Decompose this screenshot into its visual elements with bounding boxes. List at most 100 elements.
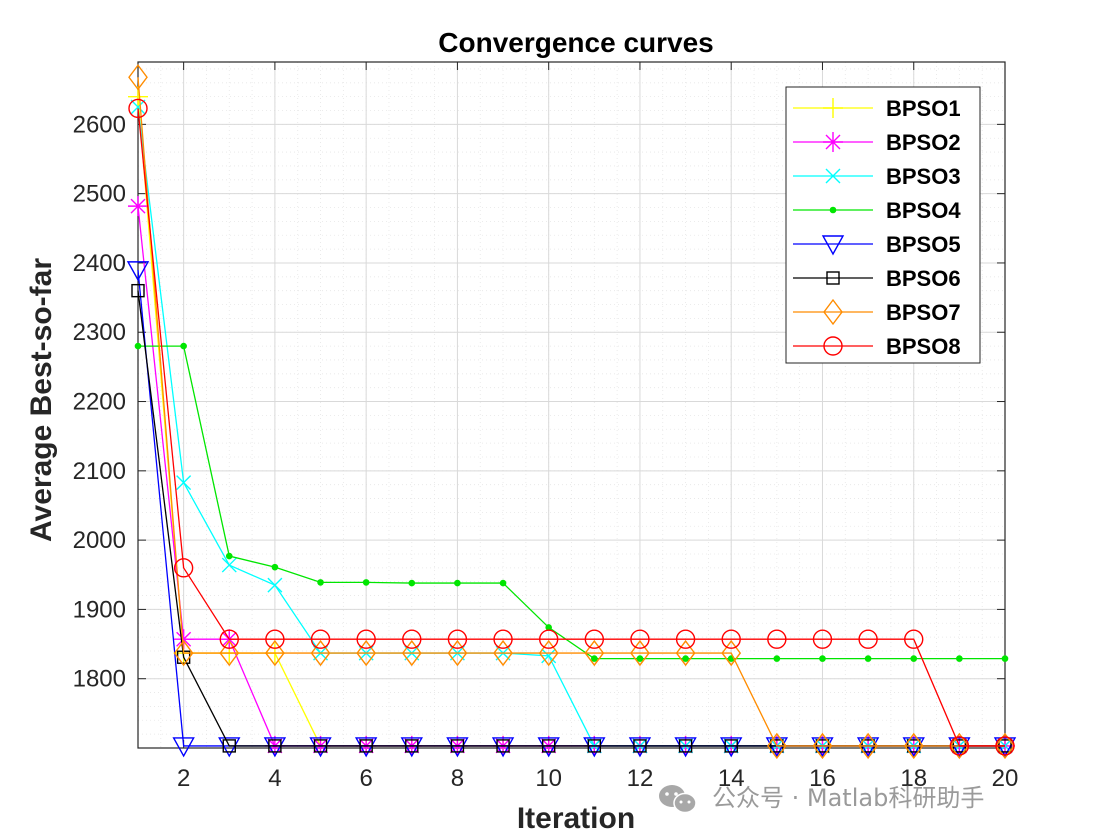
square-marker — [405, 739, 419, 753]
y-tick-label: 2200 — [73, 389, 126, 416]
square-marker — [313, 739, 328, 753]
dot-marker — [499, 579, 507, 587]
dot-marker — [180, 342, 187, 350]
dot-marker — [956, 655, 963, 662]
y-tick-label: 1900 — [73, 596, 126, 623]
legend-label: BPSO1 — [886, 96, 961, 121]
diamond-marker — [721, 639, 742, 667]
legend-item-bpso6: BPSO6 — [793, 266, 961, 291]
asterisk-marker — [823, 132, 843, 152]
plus-marker — [823, 98, 843, 118]
diamond-marker — [858, 732, 878, 760]
triangle-marker — [126, 261, 150, 282]
dot-marker — [773, 655, 781, 662]
circle-marker — [356, 629, 376, 649]
legend-label: BPSO8 — [886, 334, 961, 359]
dot-marker — [454, 579, 461, 587]
circle-marker — [675, 629, 696, 649]
legend: BPSO1 BPSO2 BPSO3 BPSO4 BPSO5 BPSO6 BPSO7 BPSO8 — [785, 86, 981, 364]
circle-marker — [538, 629, 559, 649]
triangle-marker — [172, 737, 195, 758]
square-marker — [268, 739, 282, 753]
legend-item-bpso2: BPSO2 — [793, 130, 961, 155]
circle-marker — [812, 629, 833, 649]
triangle-marker — [856, 737, 880, 758]
triangle-marker — [993, 737, 1017, 758]
series-line — [137, 108, 1005, 747]
dot-marker — [682, 655, 689, 662]
triangle-marker — [537, 737, 560, 758]
circle-marker — [265, 629, 285, 649]
dot-marker — [545, 624, 552, 631]
triangle-marker — [309, 737, 332, 758]
square-marker — [826, 271, 840, 285]
diamond-marker — [447, 639, 468, 667]
dot-marker — [408, 579, 416, 587]
square-marker — [222, 739, 236, 753]
dot-marker — [271, 563, 279, 571]
diamond-marker — [493, 639, 513, 667]
circle-marker — [219, 629, 239, 649]
y-axis-title: Average Best-so-far — [25, 258, 58, 542]
square-marker — [678, 739, 693, 753]
diamond-marker — [949, 732, 970, 760]
legend-label: BPSO2 — [886, 130, 961, 155]
triangle-marker — [491, 737, 515, 758]
x-marker — [176, 475, 192, 491]
square-marker — [587, 739, 602, 753]
triangle-marker — [948, 737, 971, 758]
x-marker — [130, 99, 146, 115]
x-tick-label: 4 — [268, 765, 281, 792]
diamond-marker — [401, 639, 422, 667]
triangle-marker — [628, 737, 652, 758]
series-layer — [126, 64, 1017, 760]
y-tick-label: 2100 — [73, 458, 126, 485]
diamond-marker — [173, 639, 194, 667]
circle-marker — [767, 629, 787, 649]
x-axis-title: Iteration — [517, 802, 635, 835]
x-marker — [825, 168, 841, 184]
square-marker — [541, 739, 556, 753]
diamond-marker — [538, 639, 559, 667]
legend-label: BPSO4 — [886, 198, 961, 223]
legend-item-bpso5: BPSO5 — [793, 232, 961, 257]
diamond-marker — [310, 639, 331, 667]
legend-label: BPSO7 — [886, 300, 961, 325]
x-marker — [267, 577, 283, 593]
diamond-marker — [356, 639, 377, 667]
x-tick-label: 14 — [718, 765, 745, 792]
circle-marker — [310, 629, 331, 649]
y-tick-label: 1800 — [73, 666, 126, 693]
x-tick-label: 18 — [900, 765, 927, 792]
triangle-marker — [218, 737, 241, 758]
circle-marker — [949, 736, 970, 756]
legend-item-bpso7: BPSO7 — [793, 298, 961, 326]
square-marker — [131, 283, 145, 298]
dot-marker — [1001, 655, 1009, 662]
dot-marker — [225, 552, 233, 560]
x-tick-label: 12 — [627, 765, 654, 792]
triangle-marker — [400, 737, 423, 758]
watermark-text: 公众号 · Matlab科研助手 — [712, 784, 984, 812]
diamond-marker — [219, 639, 240, 667]
diamond-marker — [823, 298, 843, 326]
diamond-marker — [812, 732, 833, 760]
plot-area-frame — [137, 61, 1006, 749]
asterisk-marker — [128, 196, 148, 217]
x-tick-label: 16 — [809, 765, 836, 792]
legend-label: BPSO5 — [886, 232, 961, 257]
dot-marker — [829, 206, 837, 214]
circle-marker — [128, 98, 148, 119]
y-tick-label: 2300 — [73, 319, 126, 346]
legend-item-bpso8: BPSO8 — [793, 334, 961, 359]
circle-marker — [630, 629, 650, 649]
circle-marker — [995, 736, 1015, 756]
legend-label: BPSO3 — [886, 164, 961, 189]
circle-marker — [858, 629, 878, 649]
square-marker — [496, 739, 510, 753]
series-bpso8 — [128, 98, 1015, 756]
dot-marker — [636, 655, 644, 662]
x-tick-label: 20 — [992, 765, 1019, 792]
y-tick-label: 2000 — [73, 527, 126, 554]
